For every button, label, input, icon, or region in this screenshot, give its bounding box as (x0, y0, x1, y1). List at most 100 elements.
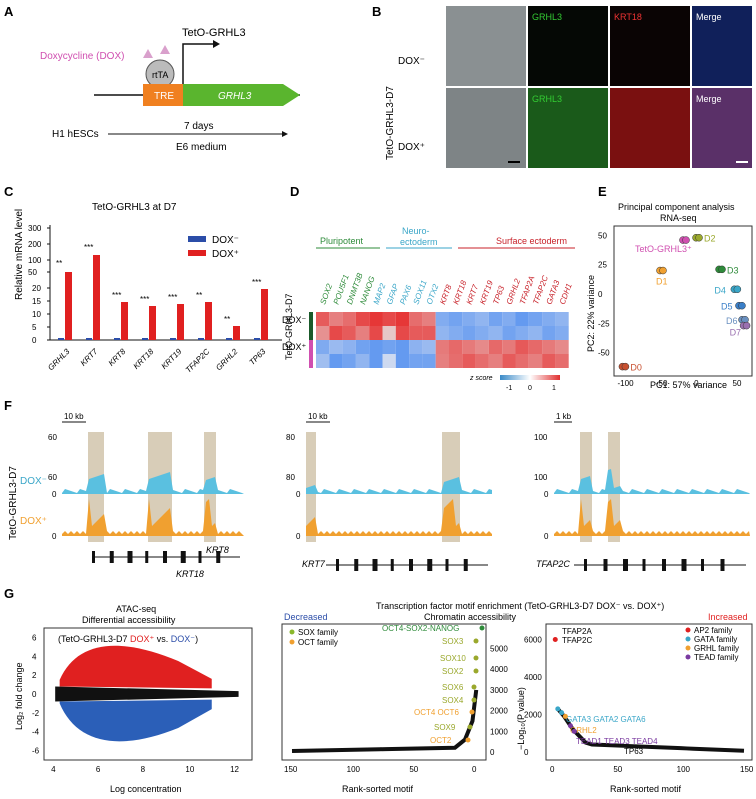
d-zscore-bar (500, 375, 560, 380)
bar-neg (142, 338, 148, 340)
heatmap-cell (555, 340, 569, 354)
pca-point (659, 266, 667, 275)
heatmap-cell (395, 354, 410, 368)
e-ytick: 25 (598, 261, 607, 270)
e-xtick: 50 (733, 379, 742, 388)
arrow-head-icon (213, 40, 220, 48)
motif-point (471, 684, 477, 690)
heatmap-cell (542, 354, 556, 368)
micrograph-krt18-pos (610, 88, 690, 168)
g-left-legend: OCT family (298, 638, 338, 647)
c-legend-pos: DOX⁺ (212, 249, 239, 260)
dox-triangle-icon (160, 45, 170, 54)
heatmap-cell (462, 354, 476, 368)
d-group-surface: Surface ectoderm (496, 236, 567, 246)
g-right-xtick: 0 (550, 765, 555, 774)
heatmap-cell (395, 326, 410, 340)
motif-point (562, 713, 568, 719)
heatmap-cell (329, 326, 343, 340)
f-gene-label: KRT8 (206, 545, 229, 555)
heatmap-cell (316, 340, 330, 354)
g-left-xtick: 150 (284, 765, 298, 774)
f-track-neg-signal (554, 469, 750, 494)
arrow-head-icon (282, 131, 288, 137)
heatmap-cell (422, 354, 436, 368)
g-left-xtick: 100 (347, 765, 361, 774)
g-right-frame (545, 623, 753, 761)
g-right-xtick: 150 (740, 765, 754, 774)
c-gene-label: TP63 (248, 347, 268, 367)
f-ymax: 80 (286, 473, 295, 482)
c-bars: ** GRHL3 *** KRT7 *** KRT8 *** KRT18 *** KRT19 ** T… (46, 243, 268, 375)
g-right-xtick: 100 (677, 765, 691, 774)
heatmap-cell (542, 312, 556, 326)
motif-point (473, 655, 479, 661)
g-ytick: -2 (32, 709, 40, 718)
heatmap-cell (462, 326, 476, 340)
pca-point (742, 321, 751, 330)
g-right-legend: GATA family (694, 635, 737, 644)
heatmap-cell (316, 326, 330, 340)
gene-arrow (183, 84, 300, 106)
g-atac-title-2: Differential accessibility (82, 615, 176, 625)
f-side-title: TetO-GRHL3-D7 (8, 466, 19, 540)
c-gene-label: KRT19 (160, 347, 184, 371)
f-scale-label: 10 kb (308, 412, 328, 421)
heatmap-cell (329, 312, 343, 326)
heatmap-cell (515, 312, 529, 326)
heatmap-cell (555, 326, 569, 340)
heatmap-cell (382, 312, 396, 326)
heatmap-cell (395, 312, 410, 326)
c-tick: 20 (32, 284, 41, 293)
g-legend: (TetO-GRHL3-D7 DOX⁺ vs. DOX⁻) (58, 634, 198, 644)
heatmap-cell (515, 326, 529, 340)
g-right-motif-label: GRHL2 (570, 726, 597, 735)
g-left-plot: 150 100 50 0 5000 4000 3000 2000 1000 0 SOX family… (284, 624, 508, 774)
b-row-neg: DOX⁻ (398, 56, 425, 67)
heatmap-cell (462, 340, 476, 354)
f-ymax: 80 (286, 433, 295, 442)
exon (720, 559, 725, 571)
motif-point (555, 706, 561, 712)
c-tick: 0 (32, 336, 37, 345)
bar-pos (177, 304, 184, 340)
heatmap-cell (342, 340, 356, 354)
heatmap-cell (329, 340, 343, 354)
panel-letter-c: C (4, 184, 14, 199)
heatmap-cell (488, 340, 503, 354)
f-track-pos-signal (306, 499, 492, 536)
bar-neg (198, 338, 204, 340)
c-sig: *** (168, 293, 177, 302)
heatmap-cell (515, 340, 529, 354)
heatmap-cell (422, 326, 436, 340)
heatmap-cell (369, 312, 383, 326)
panel-f: F TetO-GRHL3-D7 DOX⁻ DOX⁺ 10 kb 60 0 60 0 KRT… (4, 398, 750, 579)
motif-point (473, 638, 479, 644)
f-zero: 0 (296, 490, 301, 499)
g-right-motif-label: TEAD1 TEAD3 TEAD4 (576, 737, 658, 746)
g-right-legend: AP2 family (694, 626, 732, 635)
exon (336, 559, 339, 571)
pca-label: D2 (704, 234, 716, 244)
heatmap-cell (355, 340, 370, 354)
f-gene-label: KRT7 (302, 559, 326, 569)
ma-blue-cloud (59, 699, 212, 742)
d-side-title: TetO-GRHL3-D7 (284, 293, 294, 360)
g-ytick: -4 (32, 728, 40, 737)
heatmap-cell (342, 354, 356, 368)
c-legend-neg: DOX⁻ (212, 235, 239, 246)
exon (390, 559, 394, 571)
e-ytick: 50 (598, 231, 607, 240)
pca-point (733, 285, 742, 294)
f-track-neg-signal (306, 477, 492, 494)
legend-dot (685, 627, 691, 633)
legend-dot (685, 645, 691, 651)
f-zero: 0 (52, 490, 57, 499)
exon (584, 559, 587, 571)
exon (92, 551, 95, 563)
g-right-motif-label: TFAP2C (562, 636, 592, 645)
panel-letter-g: G (4, 586, 14, 601)
c-tick: 300 (28, 224, 42, 233)
